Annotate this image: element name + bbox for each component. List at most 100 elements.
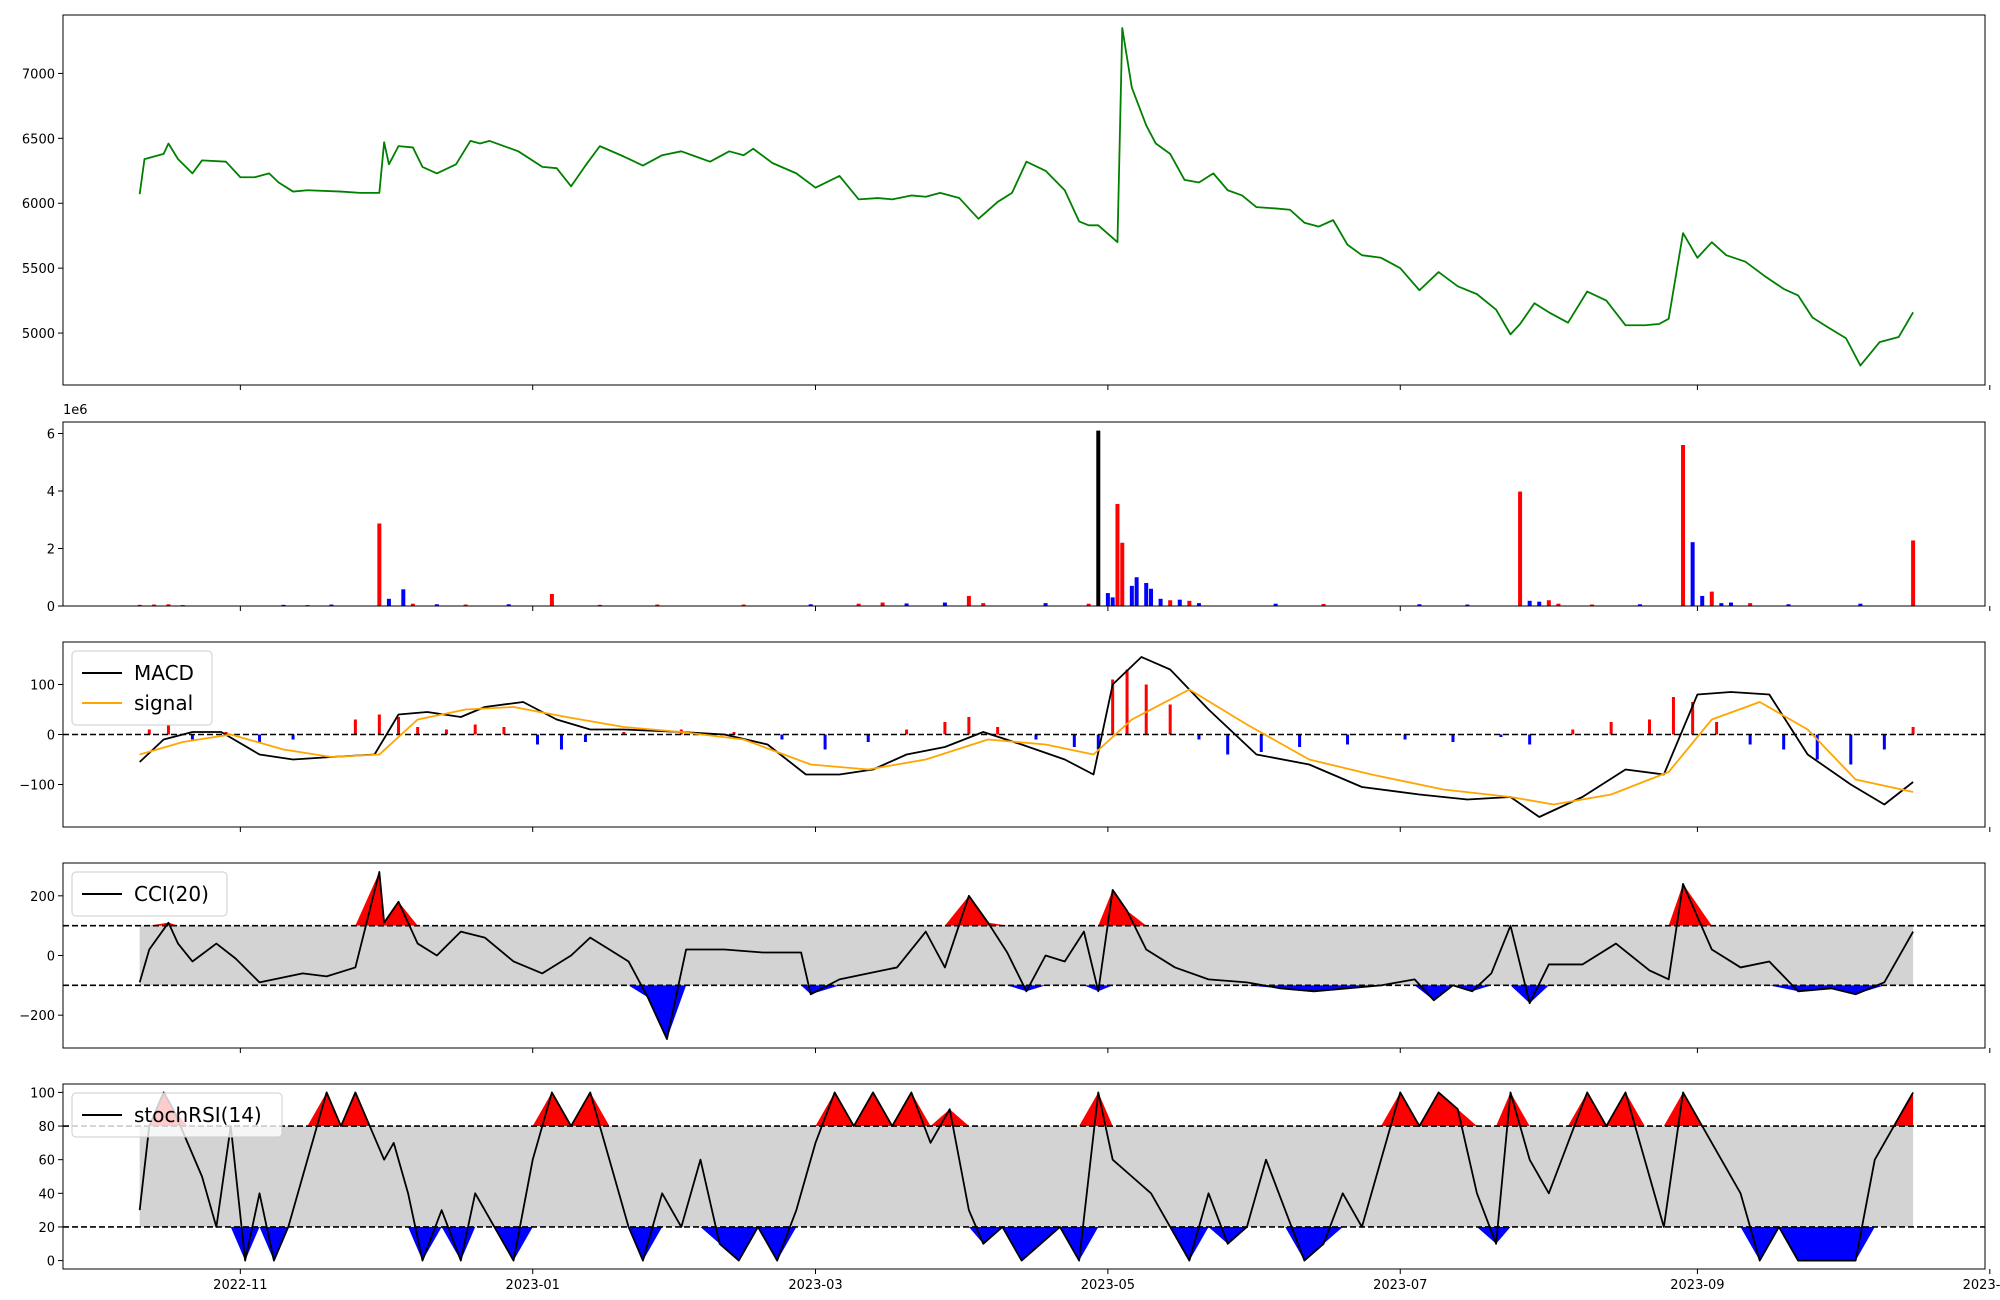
macd-series-line-1 xyxy=(139,688,1914,806)
volume-bar-9 xyxy=(401,589,406,606)
macd-legend-label-1: signal xyxy=(134,691,193,715)
volume-ytick-label-0: 0 xyxy=(47,600,55,615)
xtick-label-2: 2023-03 xyxy=(788,1278,842,1293)
xtick-label-0: 2022-11 xyxy=(213,1278,267,1293)
macd-histogram-bar-16 xyxy=(622,732,626,735)
cci-legend-box xyxy=(71,871,228,917)
macd-histogram-bar-46 xyxy=(1691,702,1695,735)
stochrsi-panel: 0 20 40 60 80 100 stochRSI(14) xyxy=(30,1083,1991,1274)
macd-histogram-bar-39 xyxy=(1451,734,1455,742)
macd-histogram-bar-11 xyxy=(473,724,477,735)
volume-bar-23 xyxy=(966,595,971,606)
macd-histogram-bar-0 xyxy=(147,729,151,735)
volume-bar-10 xyxy=(410,603,415,606)
macd-histogram-bar-47 xyxy=(1715,722,1719,735)
stochrsi-legend-box xyxy=(71,1092,283,1138)
volume-bar-35 xyxy=(1149,588,1154,606)
cci-panel: −200 0 200 CCI(20) xyxy=(19,862,1991,1053)
volume-bar-43 xyxy=(1417,604,1422,606)
volume-bar-38 xyxy=(1177,599,1182,606)
macd-histogram-bar-34 xyxy=(1226,734,1230,755)
macd-ytick-label-0: −100 xyxy=(19,779,55,794)
macd-histogram-bar-27 xyxy=(1072,734,1076,747)
volume-bar-24 xyxy=(981,603,986,606)
volume-bar-51 xyxy=(1637,604,1642,606)
stochrsi-ytick-label-1: 20 xyxy=(38,1221,55,1236)
macd-histogram-bar-13 xyxy=(536,734,540,745)
macd-histogram-bar-22 xyxy=(905,729,909,735)
volume-bar-46 xyxy=(1527,600,1532,606)
cci-ytick-label-0: −200 xyxy=(19,1009,55,1024)
macd-histogram-bar-45 xyxy=(1671,697,1675,735)
volume-bar-15 xyxy=(597,604,602,606)
macd-histogram-bar-19 xyxy=(780,734,784,740)
macd-histogram-bar-31 xyxy=(1144,684,1148,735)
macd-histogram-bar-51 xyxy=(1849,734,1853,765)
macd-histogram-bar-23 xyxy=(943,722,947,735)
volume-bar-16 xyxy=(655,604,660,606)
volume-offset-label: 1e6 xyxy=(63,403,88,418)
volume-bar-31 xyxy=(1120,542,1125,606)
volume-bar-53 xyxy=(1690,542,1695,606)
xtick-label-4: 2023-07 xyxy=(1373,1278,1427,1293)
volume-bar-19 xyxy=(856,603,861,606)
macd-panel: −100 0 100 MACD signal xyxy=(19,641,1991,832)
macd-ytick-label-1: 0 xyxy=(47,729,55,744)
volume-bar-47 xyxy=(1537,601,1542,606)
volume-bar-36 xyxy=(1158,598,1163,606)
macd-histogram-bar-37 xyxy=(1346,734,1350,745)
macd-histogram-bar-21 xyxy=(866,734,870,742)
volume-bar-54 xyxy=(1700,595,1705,606)
volume-bar-41 xyxy=(1273,603,1278,606)
volume-plot-area xyxy=(137,430,1916,606)
volume-bar-12 xyxy=(463,604,468,606)
macd-legend-box xyxy=(71,650,213,726)
macd-histogram-bar-20 xyxy=(823,734,827,750)
volume-bar-18 xyxy=(808,604,813,606)
price-ytick-label-2: 6000 xyxy=(22,197,55,212)
volume-bar-0 xyxy=(137,604,142,606)
macd-histogram-bar-43 xyxy=(1609,722,1613,735)
macd-histogram-bar-29 xyxy=(1111,679,1115,735)
price-panel: 5000 5500 6000 6500 7000 xyxy=(22,14,1991,390)
macd-histogram-bar-18 xyxy=(732,732,736,735)
macd-histogram-bar-36 xyxy=(1298,734,1302,747)
macd-histogram-bar-12 xyxy=(502,727,506,735)
stochrsi-ytick-label-4: 80 xyxy=(38,1120,55,1135)
macd-histogram-bar-48 xyxy=(1748,734,1752,745)
volume-bar-27 xyxy=(1096,430,1101,606)
price-plot-area xyxy=(138,27,1914,367)
stochrsi-legend-label-0: stochRSI(14) xyxy=(134,1103,262,1127)
macd-histogram-bar-2 xyxy=(190,734,194,740)
volume-ytick-label-3: 6 xyxy=(47,428,55,443)
volume-bar-17 xyxy=(741,604,746,606)
volume-bar-13 xyxy=(506,604,511,606)
volume-bar-50 xyxy=(1589,604,1594,606)
cci-band xyxy=(139,925,1914,986)
price-ytick-label-4: 7000 xyxy=(22,67,55,82)
volume-bar-45 xyxy=(1518,491,1523,606)
price-ytick-label-0: 5000 xyxy=(22,327,55,342)
macd-histogram-bar-6 xyxy=(353,719,357,735)
volume-bar-61 xyxy=(1911,540,1916,606)
macd-histogram-bar-8 xyxy=(397,717,401,735)
macd-legend-label-0: MACD xyxy=(134,661,194,685)
volume-bar-11 xyxy=(434,604,439,606)
macd-histogram-bar-32 xyxy=(1168,704,1172,735)
volume-bar-20 xyxy=(880,602,885,606)
volume-bar-14 xyxy=(549,593,554,606)
macd-histogram-bar-26 xyxy=(1034,734,1038,740)
volume-bar-34 xyxy=(1144,583,1149,606)
macd-legend: MACD signal xyxy=(71,650,213,726)
macd-histogram-bar-49 xyxy=(1782,734,1786,750)
macd-histogram-bar-41 xyxy=(1528,734,1532,745)
macd-histogram-bar-35 xyxy=(1259,734,1263,752)
price-frame xyxy=(62,14,1986,386)
macd-histogram-bar-7 xyxy=(377,714,381,735)
xtick-label-5: 2023-09 xyxy=(1670,1278,1724,1293)
xtick-label-1: 2023-01 xyxy=(506,1278,560,1293)
stochrsi-ytick-label-3: 60 xyxy=(38,1154,55,1169)
stochrsi-ytick-label-2: 40 xyxy=(38,1187,55,1202)
volume-bar-32 xyxy=(1129,585,1134,606)
macd-histogram-bar-28 xyxy=(1096,734,1100,750)
